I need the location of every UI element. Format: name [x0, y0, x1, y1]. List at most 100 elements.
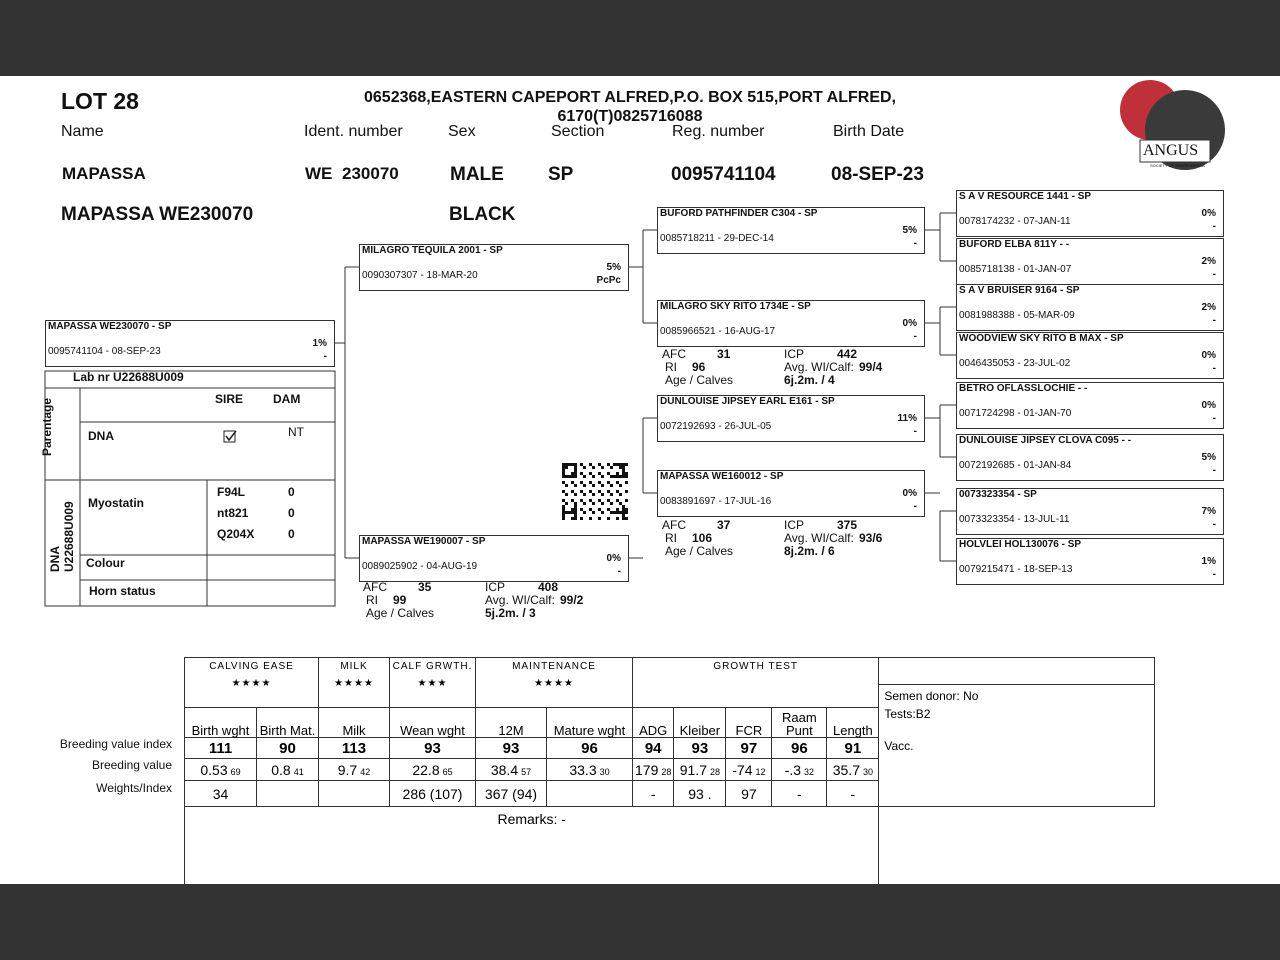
bv-accuracy: 65 — [442, 766, 453, 777]
qr-cell — [571, 481, 574, 484]
pedigree-name: BETRO OFLASSLOCHIE - - — [959, 383, 1088, 394]
qr-cell — [574, 493, 577, 496]
pedigree-reg: 0095741104 - 08-SEP-23 — [48, 346, 161, 357]
pedigree-name: BUFORD PATHFINDER C304 - SP — [660, 208, 818, 219]
pedigree-percent: 5% — [902, 225, 917, 236]
qr-cell — [562, 505, 565, 508]
logo-sub: SOCIETY OF SOUTH AFRICA — [1150, 163, 1205, 168]
qr-cell — [592, 502, 595, 505]
qr-cell — [616, 475, 619, 478]
bv-value: -74 — [732, 761, 753, 778]
group-name: MAINTENANCE — [512, 661, 596, 672]
bv-value: 9.7 — [337, 761, 358, 778]
qr-cell — [580, 517, 583, 520]
breeding-value: 9.7 42 — [318, 758, 390, 781]
qr-cell — [610, 475, 613, 478]
qr-cell — [616, 463, 619, 466]
column-header: Mature wght — [546, 707, 633, 738]
pedigree-flag: - — [913, 331, 917, 342]
index-value: 96 — [546, 737, 633, 759]
breeding-value: 33.3 30 — [546, 758, 633, 781]
group-header: CALF GRWTH. ★★★ — [389, 657, 476, 708]
top-bar — [0, 0, 1280, 76]
group-header: CALVING EASE ★★★★ — [184, 657, 319, 708]
qr-cell — [619, 511, 622, 514]
pedigree-flag: - — [1212, 569, 1216, 580]
qr-cell — [580, 472, 583, 475]
qr-cell — [610, 493, 613, 496]
column-header: Length — [826, 707, 880, 738]
qr-cell — [616, 511, 619, 514]
qr-cell — [592, 484, 595, 487]
column-header: Kleiber — [673, 707, 727, 738]
column-header: Milk — [318, 707, 390, 738]
breeding-value: 0.53 69 — [184, 758, 257, 781]
breeding-value: 38.4 57 — [475, 758, 547, 781]
pedigree-box — [359, 244, 629, 291]
index-value: 113 — [318, 737, 390, 759]
group-name: CALF GRWTH. — [392, 661, 473, 672]
column-header: ADG — [631, 707, 675, 738]
qr-cell — [562, 469, 565, 472]
bv-accuracy: 57 — [521, 766, 532, 777]
pedigree-name: MAPASSA WE190007 - SP — [362, 536, 486, 547]
stat-value: 31 — [717, 347, 731, 361]
qr-cell — [571, 511, 574, 514]
pedigree-flag: - — [1212, 519, 1216, 530]
pedigree-reg: 0046435053 - 23-JUL-02 — [959, 358, 1071, 369]
qr-cell — [571, 508, 574, 511]
marker-value: 0 — [288, 527, 295, 541]
stat-label: AFC — [662, 518, 686, 532]
stat-value: 96 — [692, 360, 706, 374]
lab-number: Lab nr U22688U009 — [73, 370, 184, 384]
pedigree-reg: 0089025902 - 04-AUG-19 — [362, 561, 478, 572]
pedigree-reg: 0081988388 - 05-MAR-09 — [959, 310, 1075, 321]
qr-cell — [571, 517, 574, 520]
qr-cell — [610, 511, 613, 514]
stars: ★★★★ — [231, 678, 272, 689]
qr-cell — [625, 490, 628, 493]
dna-side-label: DNA U22688U009 — [48, 501, 76, 572]
qr-cell — [598, 472, 601, 475]
pedigree-percent: 7% — [1201, 506, 1216, 517]
qr-cell — [589, 472, 592, 475]
qr-cell — [571, 472, 574, 475]
section: SP — [548, 164, 574, 185]
qr-cell — [592, 511, 595, 514]
weight-value: 367 (94) — [475, 780, 547, 807]
stat-label: Avg. WI/Calf: — [784, 360, 854, 374]
stat-label: RI — [665, 531, 677, 545]
qr-cell — [568, 463, 571, 466]
pedigree-name: S A V BRUISER 9164 - SP — [959, 285, 1080, 296]
bv-accuracy: 12 — [755, 766, 766, 777]
stat-value: 99/2 — [560, 593, 584, 607]
field-label: Birth Date — [833, 123, 905, 140]
qr-cell — [625, 508, 628, 511]
row-label: Weights/Index — [96, 781, 172, 795]
qr-cell — [583, 493, 586, 496]
qr-cell — [574, 508, 577, 511]
pedigree-reg: 0078174232 - 07-JAN-11 — [959, 216, 1071, 227]
qr-cell — [622, 514, 625, 517]
qr-cell — [574, 484, 577, 487]
bv-accuracy: 30 — [862, 766, 873, 777]
qr-cell — [562, 508, 565, 511]
empty-cell — [318, 780, 390, 807]
bv-value: 22.8 — [412, 761, 440, 778]
pedigree-name: WOODVIEW SKY RITO B MAX - SP — [959, 333, 1124, 344]
dam-heading: DAM — [273, 392, 301, 406]
stat-label: Avg. WI/Calf: — [784, 531, 854, 545]
pedigree-reg: 0085718211 - 29-DEC-14 — [660, 233, 774, 244]
birth-date: 08-SEP-23 — [831, 164, 924, 185]
qr-cell — [583, 466, 586, 469]
pedigree-flag: - — [1212, 315, 1216, 326]
qr-cell — [583, 502, 586, 505]
stat-label: Age / Calves — [366, 606, 435, 620]
pedigree-box — [45, 320, 335, 367]
qr-cell — [574, 502, 577, 505]
qr-cell — [565, 511, 568, 514]
pedigree-box — [657, 207, 925, 254]
qr-cell — [601, 484, 604, 487]
qr-cell — [589, 508, 592, 511]
qr-cell — [619, 502, 622, 505]
